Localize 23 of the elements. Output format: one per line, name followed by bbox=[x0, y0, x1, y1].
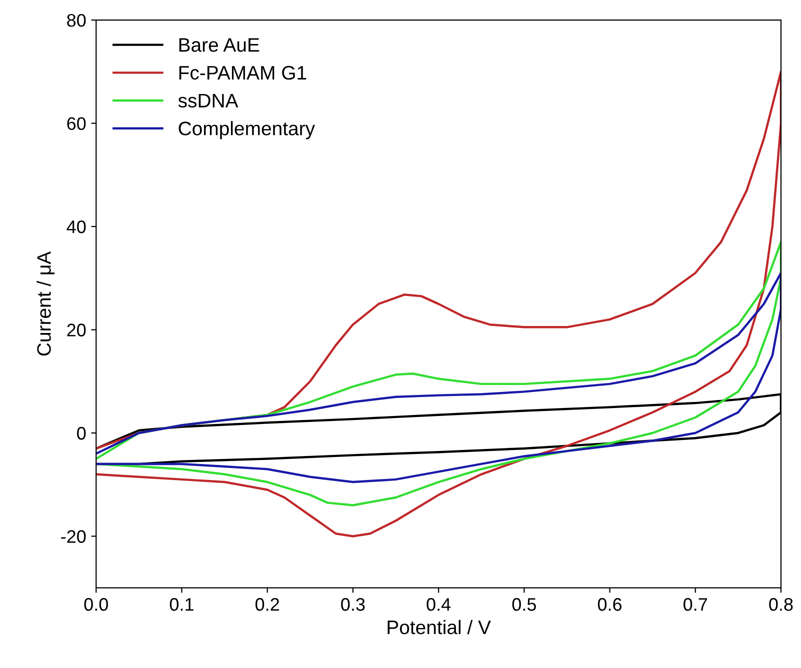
y-tick-label: 60 bbox=[67, 117, 86, 130]
x-axis-title: Potential / V bbox=[388, 620, 491, 634]
x-tick-label: 0.1 bbox=[170, 598, 194, 611]
x-tick-label: 0.2 bbox=[255, 598, 279, 611]
x-tick-label: 0.0 bbox=[84, 598, 108, 611]
x-tick-label: 0.7 bbox=[684, 598, 708, 611]
y-axis-title: Current / μA bbox=[36, 251, 54, 356]
y-tick-label: 40 bbox=[66, 220, 86, 234]
legend-label: Bare AuE bbox=[179, 38, 260, 52]
y-tick-label: -20 bbox=[61, 530, 86, 543]
x-tick-label: 0.8 bbox=[769, 598, 793, 611]
legend-label: Fc-PAMAM G1 bbox=[179, 66, 306, 80]
y-tick-label: 80 bbox=[67, 14, 86, 27]
x-tick-label: 0.3 bbox=[341, 598, 365, 611]
x-tick-label: 0.4 bbox=[426, 598, 451, 611]
legend-label: Complementary bbox=[178, 121, 315, 140]
y-tick-label: 0 bbox=[77, 426, 86, 440]
legend-label: ssDNA bbox=[178, 94, 238, 108]
y-tick-label: 20 bbox=[67, 324, 86, 336]
x-tick-label: 0.6 bbox=[598, 598, 622, 611]
x-tick-label: 0.5 bbox=[512, 598, 536, 611]
line-series bbox=[96, 240, 781, 506]
line-series bbox=[96, 272, 781, 484]
